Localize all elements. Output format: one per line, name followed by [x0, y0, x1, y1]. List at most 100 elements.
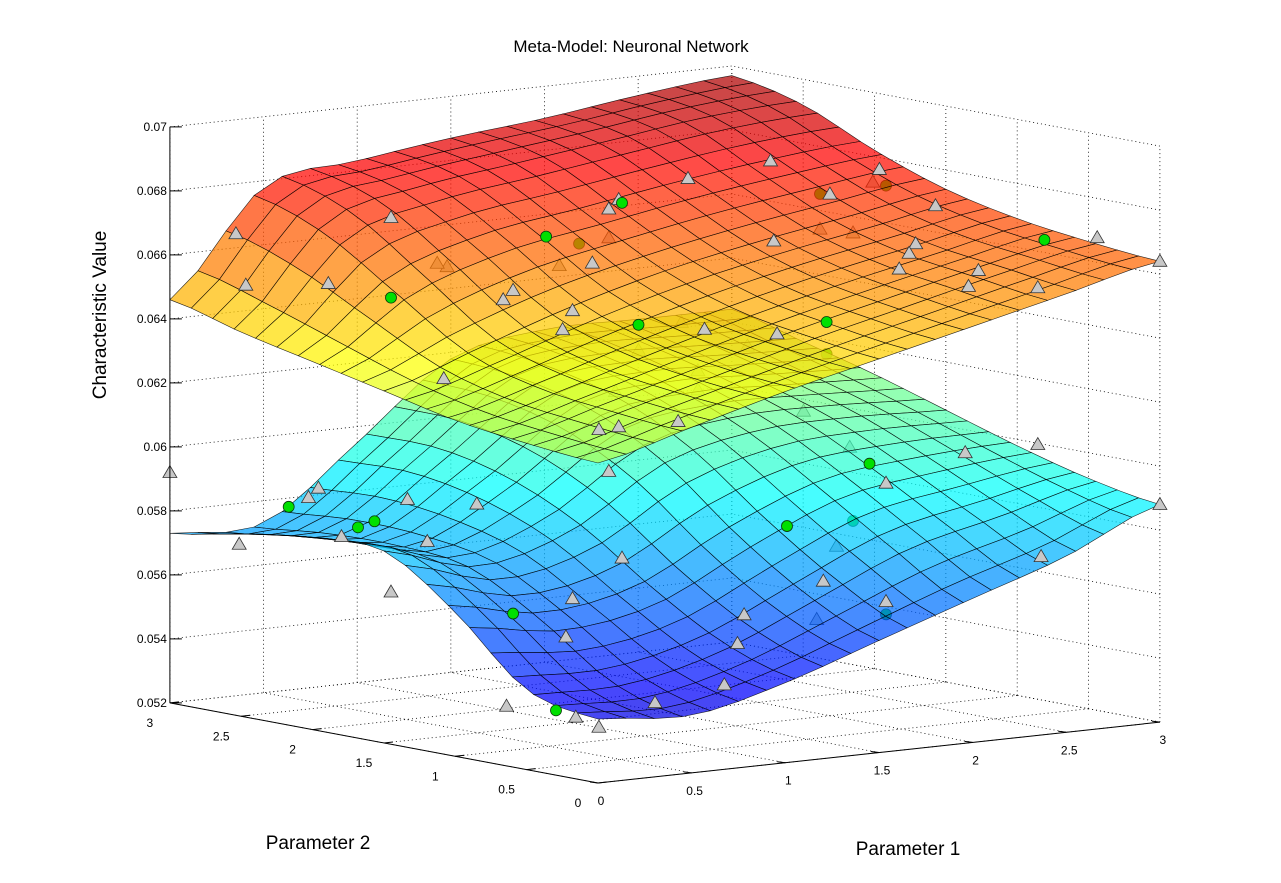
- z-axis-label: Characteristic Value: [90, 231, 111, 400]
- y-tick-label: 1: [432, 769, 439, 783]
- z-tick-label: 0.052: [137, 696, 167, 710]
- validation-point-circle: [616, 196, 628, 209]
- side-wall-gridline: [731, 513, 1160, 595]
- z-tick-label: 0.054: [137, 632, 167, 646]
- y-tick-label: 2.5: [213, 729, 230, 743]
- x-tick-label: 2: [972, 753, 979, 767]
- sample-point-triangle: [647, 694, 663, 709]
- sample-point-triangle: [568, 709, 584, 723]
- validation-point-circle: [540, 230, 552, 243]
- validation-point-circle: [1038, 233, 1051, 246]
- y-tick: [526, 768, 536, 771]
- axes: 0.052 0.054 0.056 0.058 0.06 0.062 0.064 0.066 0…: [137, 120, 1167, 810]
- y-tick: [597, 781, 608, 784]
- y-tick: [241, 714, 251, 717]
- sample-point-triangle: [680, 170, 696, 184]
- sample-point-triangle: [564, 590, 581, 605]
- sample-point-triangle: [1030, 279, 1046, 294]
- y-tick-label: 0: [575, 796, 582, 810]
- sample-point-triangle: [729, 635, 746, 649]
- sample-point-triangle: [736, 607, 752, 621]
- floor-gridline: [357, 682, 786, 764]
- sample-point-triangle: [878, 475, 894, 489]
- sample-point-triangle: [891, 261, 907, 275]
- z-tick-label: 0.06: [144, 440, 168, 454]
- upper-surface-patch: [575, 448, 628, 464]
- z-tick-label: 0.058: [137, 504, 167, 518]
- sample-point-triangle: [320, 275, 336, 289]
- x-tick-label: 1.5: [874, 764, 891, 778]
- x-tick-label: 3: [1160, 733, 1167, 747]
- y-tick-label: 3: [147, 716, 154, 730]
- validation-point-circle: [507, 607, 519, 620]
- sample-point-triangle: [614, 550, 630, 564]
- x-tick: [1058, 730, 1067, 733]
- x-tick-label: 0: [598, 794, 605, 808]
- y-tick: [383, 741, 394, 744]
- side-wall-gridline: [731, 641, 1160, 723]
- sample-point-triangle: [399, 491, 416, 505]
- sample-point-triangle: [716, 677, 732, 691]
- sample-point-triangle: [564, 302, 581, 317]
- y-axis-label: Parameter 2: [266, 833, 371, 854]
- sample-point-triangle: [436, 370, 452, 385]
- validation-point-circle: [632, 318, 645, 331]
- visible-markers: [162, 153, 1168, 733]
- side-wall-gridline: [731, 65, 1160, 147]
- z-tick-label: 0.068: [137, 184, 167, 198]
- sample-point-triangle: [1030, 436, 1046, 450]
- side-wall-gridline: [731, 257, 1160, 339]
- sample-point-triangle: [495, 291, 511, 306]
- sample-point-triangle: [611, 419, 627, 433]
- side-wall-gridline: [731, 577, 1160, 659]
- side-wall-gridline: [731, 385, 1160, 467]
- sample-point-triangle: [1152, 253, 1168, 267]
- sample-point-triangle: [591, 719, 607, 733]
- y-tick-label: 1.5: [356, 756, 373, 770]
- y-tick: [455, 754, 465, 757]
- floor-gridline: [450, 672, 880, 753]
- sample-point-triangle: [601, 463, 617, 477]
- surfaces: [169, 75, 1162, 720]
- sample-point-triangle: [498, 698, 515, 712]
- validation-point-circle: [385, 291, 397, 304]
- sample-point-triangle: [878, 593, 894, 607]
- sample-point-triangle: [696, 321, 713, 335]
- validation-point-circle: [820, 316, 833, 328]
- lower-surface-patch: [576, 711, 627, 720]
- sample-point-triangle: [1152, 496, 1168, 510]
- sample-point-triangle: [584, 255, 600, 269]
- z-tick-label: 0.064: [137, 312, 167, 326]
- x-tick: [589, 781, 599, 784]
- sample-point-triangle: [970, 262, 987, 276]
- sample-point-triangle: [1033, 548, 1049, 562]
- side-wall-gridline: [731, 321, 1160, 403]
- x-tick-label: 1: [785, 774, 792, 788]
- z-tick-label: 0.056: [137, 568, 167, 582]
- sample-point-triangle: [766, 233, 782, 247]
- side-wall-gridline: [731, 129, 1160, 211]
- validation-point-circle: [352, 521, 364, 534]
- x-tick: [964, 740, 973, 743]
- sample-point-triangle: [554, 321, 571, 336]
- sample-point-triangle: [558, 629, 574, 643]
- y-tick: [169, 701, 179, 704]
- sample-point-triangle: [670, 413, 686, 427]
- validation-point-circle: [368, 515, 381, 528]
- sample-point-triangle: [300, 489, 317, 503]
- y-tick-label: 2: [289, 743, 296, 757]
- sample-point-triangle: [822, 186, 838, 200]
- sample-point-triangle: [901, 245, 917, 259]
- x-tick-label: 2.5: [1061, 743, 1078, 757]
- chart-title: Meta-Model: Neuronal Network: [513, 37, 749, 56]
- x-tick: [777, 761, 786, 764]
- y-tick-label: 0.5: [498, 783, 515, 797]
- sample-point-triangle: [228, 225, 244, 240]
- sample-point-triangle: [231, 536, 247, 550]
- floor-gridline: [544, 661, 973, 743]
- validation-point-circle: [863, 457, 876, 470]
- validation-point-circle: [282, 500, 295, 513]
- x-tick-label: 0.5: [686, 784, 703, 798]
- z-tick-label: 0.07: [144, 120, 168, 134]
